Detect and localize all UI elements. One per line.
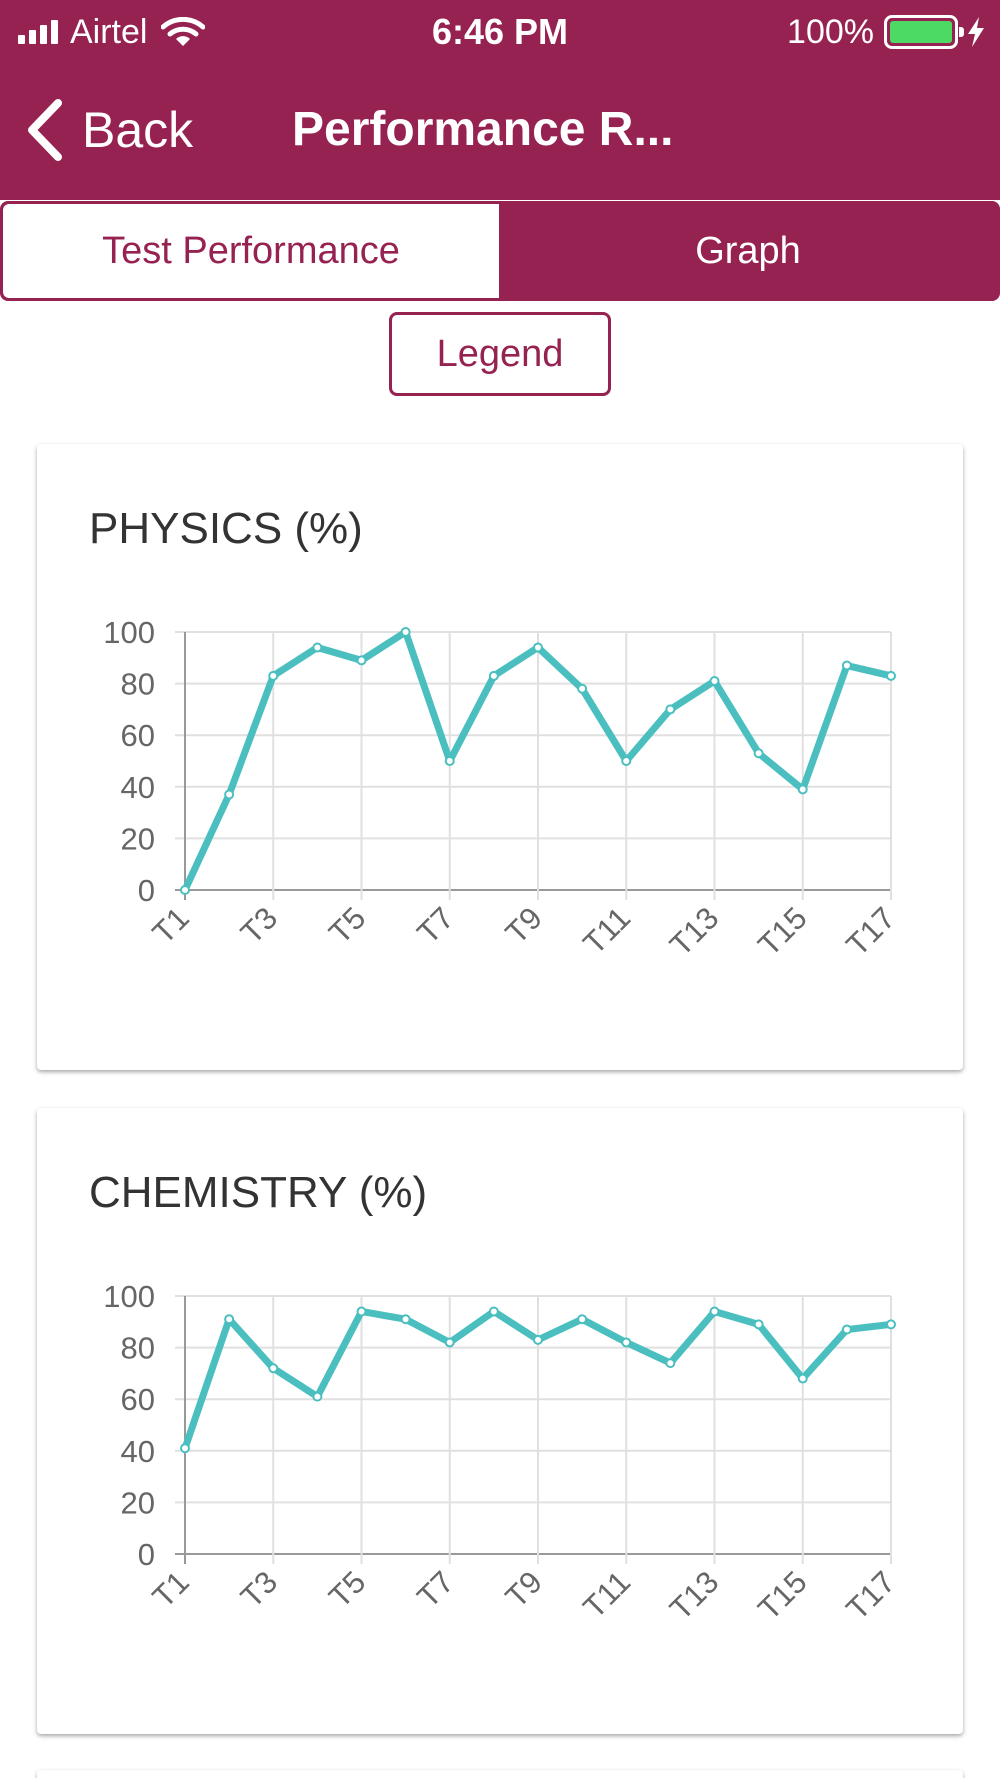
data-point: [665, 704, 676, 715]
battery-tip: [959, 27, 964, 37]
x-tick-label: T15: [751, 1564, 814, 1627]
x-tick-label: T7: [410, 1564, 460, 1614]
x-tick-label: T11: [576, 1564, 637, 1625]
data-point: [444, 1337, 455, 1348]
x-tick-label: T9: [499, 900, 549, 950]
y-tick-label: 60: [121, 718, 155, 753]
data-point: [886, 1319, 896, 1330]
status-left: Airtel: [18, 12, 206, 52]
status-bar: Airtel 6:46 PM 100%: [0, 0, 1000, 66]
data-point: [180, 885, 190, 895]
y-tick-label: 60: [121, 1382, 155, 1417]
carrier-name: Airtel: [70, 12, 148, 51]
data-point: [753, 748, 764, 759]
data-point: [224, 789, 235, 800]
y-tick-label: 40: [121, 770, 155, 805]
segmented-tabs: Test Performance Graph: [0, 201, 1000, 301]
y-tick-label: 0: [138, 1537, 155, 1572]
data-point: [224, 1314, 235, 1325]
data-point: [621, 756, 632, 766]
signal-icon: [18, 20, 58, 44]
data-point: [180, 1443, 190, 1454]
x-tick-label: T15: [751, 900, 814, 963]
data-point: [577, 1314, 588, 1325]
data-point: [400, 1314, 411, 1325]
legend-button[interactable]: Legend: [389, 312, 611, 396]
tab-graph[interactable]: Graph: [695, 229, 801, 272]
y-tick-label: 20: [121, 821, 155, 856]
x-tick-label: T17: [839, 1564, 902, 1627]
data-point: [312, 642, 323, 653]
chart-title: PHYSICS (%): [89, 504, 363, 553]
y-tick-label: 80: [121, 667, 155, 702]
data-point: [533, 1334, 543, 1345]
chart-card-next: [37, 1770, 963, 1778]
battery-fill: [890, 21, 952, 43]
y-tick-label: 100: [103, 615, 155, 650]
data-point: [268, 670, 279, 681]
data-point: [577, 683, 588, 694]
chart-title: CHEMISTRY (%): [89, 1168, 428, 1217]
back-button[interactable]: Back: [24, 92, 193, 168]
x-tick-label: T3: [234, 1564, 284, 1614]
status-right: 100%: [787, 12, 986, 52]
chevron-left-icon: [28, 99, 62, 161]
nav-bar: Back Performance R...: [0, 80, 1000, 180]
tab-test-performance[interactable]: Test Performance: [3, 204, 499, 298]
data-point: [709, 1306, 720, 1317]
y-tick-label: 100: [103, 1279, 155, 1314]
data-point: [356, 1306, 367, 1317]
data-point: [488, 1306, 499, 1317]
y-tick-label: 40: [121, 1434, 155, 1469]
header: Airtel 6:46 PM 100% Back Perf: [0, 0, 1000, 200]
page-title: Performance R...: [292, 103, 674, 156]
chart-card-chemistry: CHEMISTRY (%) 0 20 40 60 80 100 T1 T3 T5 T7 T9 T11 T…: [37, 1108, 963, 1734]
data-point: [753, 1319, 764, 1330]
x-tick-label: T5: [322, 1564, 372, 1614]
data-point: [797, 784, 808, 795]
data-point: [841, 1324, 852, 1335]
chart-card-physics: PHYSICS (%) 0 20 40 60 80 100 T1 T3 T5 T7 T9 T11 T13…: [37, 444, 963, 1070]
charging-bolt-icon: [968, 17, 984, 47]
data-point: [709, 676, 720, 687]
x-tick-label: T13: [663, 900, 726, 963]
data-point: [268, 1363, 279, 1374]
y-tick-label: 80: [121, 1331, 155, 1366]
battery-icon: [884, 15, 964, 49]
y-tick-label: 20: [121, 1485, 155, 1520]
x-tick-label: T13: [663, 1564, 726, 1627]
data-point: [886, 670, 896, 681]
data-point: [444, 756, 455, 766]
data-point: [533, 642, 543, 653]
back-label: Back: [82, 102, 194, 158]
data-point: [797, 1373, 808, 1384]
x-tick-label: T9: [499, 1564, 549, 1614]
data-point: [400, 627, 411, 637]
data-point: [665, 1358, 676, 1369]
data-point: [356, 655, 367, 666]
status-time: 6:46 PM: [431, 11, 569, 52]
data-point: [312, 1391, 323, 1402]
x-tick-label: T11: [576, 900, 637, 961]
x-tick-label: T3: [234, 900, 284, 950]
battery-percent: 100%: [787, 12, 874, 51]
x-tick-label: T5: [322, 900, 372, 950]
x-tick-label: T7: [410, 900, 460, 950]
data-point: [488, 670, 499, 681]
x-tick-label: T17: [839, 900, 902, 963]
wifi-icon: [161, 17, 206, 46]
y-tick-label: 0: [138, 873, 155, 908]
data-point: [621, 1337, 632, 1348]
data-point: [841, 660, 852, 671]
